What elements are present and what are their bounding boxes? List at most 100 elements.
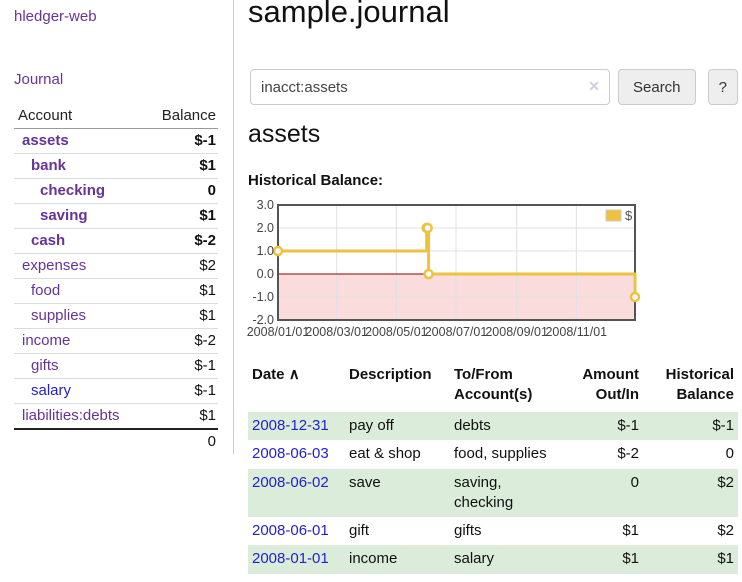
transaction-description: gift (349, 522, 370, 539)
transaction-date-link[interactable]: 2008-12-31 (252, 417, 329, 434)
sidebar: hledger-web Journal Account Balance asse… (0, 0, 233, 582)
account-row: income $-2 (14, 328, 218, 354)
transaction-description: income (349, 550, 398, 568)
account-link[interactable]: income (22, 332, 71, 349)
historical-balance-chart: $3.0 2.0 1.0 0.0 -1.0 -2.0 2008/01/01 2008/03/0… (247, 198, 642, 345)
account-link[interactable]: saving (40, 207, 88, 224)
transaction-balance: 0 (725, 445, 734, 463)
transaction-accounts: debts (454, 417, 491, 434)
svg-text:2008/07/01: 2008/07/01 (425, 325, 488, 339)
svg-text:-2.0: -2.0 (252, 313, 274, 327)
clear-search-icon[interactable]: ✕ (588, 78, 600, 94)
account-row: saving $1 (14, 203, 218, 229)
account-row: assets $-1 (14, 129, 218, 154)
account-balance: $1 (143, 303, 218, 329)
account-link[interactable]: checking (40, 182, 106, 199)
svg-text:2008/05/01: 2008/05/01 (365, 325, 428, 339)
transaction-amount: $1 (622, 550, 639, 568)
transaction-row: 2008-06-02 save saving, checking 0 $2 (248, 468, 738, 517)
accounts-balance-table: Account Balance assets $-1 bank $1 checking 0… (14, 104, 218, 454)
transaction-accounts: food, supplies (454, 445, 547, 463)
search-input[interactable] (250, 69, 610, 105)
sidebar-item-journal[interactable]: Journal (14, 71, 64, 88)
account-row: checking 0 (14, 178, 218, 204)
search-bar: ✕ Search ? (250, 69, 738, 105)
account-balance: $-2 (143, 328, 218, 354)
account-row: cash $-2 (14, 228, 218, 254)
transaction-date-link[interactable]: 2008-06-02 (252, 473, 329, 491)
col-date-label: Date (252, 366, 285, 383)
transaction-row: 2008-12-31 pay off debts $-1 $-1 (248, 412, 738, 441)
help-button[interactable]: ? (707, 69, 738, 105)
account-link[interactable]: cash (31, 232, 66, 249)
sort-ascending-icon: ∧ (288, 366, 300, 383)
transaction-balance: $2 (717, 473, 734, 491)
svg-text:0.0: 0.0 (257, 267, 274, 281)
account-balance: $-1 (143, 353, 218, 379)
transaction-amount: $-2 (617, 445, 639, 463)
accounts-col-balance: Balance (143, 104, 218, 129)
account-row: supplies $1 (14, 303, 218, 329)
svg-text:2.0: 2.0 (257, 221, 274, 235)
transaction-description: eat & shop (349, 445, 421, 463)
account-row: liabilities:debts $1 (14, 403, 218, 429)
accounts-total-row: 0 (14, 428, 218, 454)
transaction-date-link[interactable]: 2008-06-03 (252, 445, 329, 463)
svg-text:2008/03/01: 2008/03/01 (305, 325, 368, 339)
account-balance: $-2 (143, 228, 218, 254)
transaction-balance: $2 (717, 522, 734, 539)
transaction-description: save (349, 473, 381, 491)
svg-text:2008/01/01: 2008/01/01 (247, 325, 310, 339)
app-title-link[interactable]: hledger-web (14, 8, 97, 25)
account-balance: $1 (143, 203, 218, 229)
col-amount: Amount Out/In (582, 366, 639, 403)
data-point (423, 268, 434, 280)
svg-text:1.0: 1.0 (257, 244, 274, 258)
account-link[interactable]: expenses (22, 257, 87, 274)
transaction-amount: $-1 (617, 417, 639, 434)
transaction-date-link[interactable]: 2008-06-01 (252, 522, 329, 539)
transaction-balance: $1 (717, 550, 734, 568)
accounts-col-account: Account (14, 104, 144, 129)
col-accounts: To/From Account(s) (454, 366, 533, 403)
account-row: bank $1 (14, 153, 218, 179)
transaction-date-link[interactable]: 2008-01-01 (252, 550, 329, 568)
search-button[interactable]: Search (618, 69, 696, 105)
data-point (272, 245, 284, 257)
account-balance: $-1 (194, 132, 216, 149)
chart-title: Historical Balance: (248, 172, 384, 189)
data-point (629, 291, 641, 303)
svg-text:2008/09/01: 2008/09/01 (485, 325, 548, 339)
account-link[interactable]: food (31, 282, 61, 299)
account-row: salary $-1 (14, 378, 218, 404)
account-link[interactable]: gifts (31, 357, 59, 374)
col-balance: Historical Balance (665, 366, 734, 403)
account-link[interactable]: assets (22, 132, 69, 149)
legend-swatch (605, 209, 622, 222)
transaction-amount: 0 (630, 473, 639, 491)
account-balance: $2 (143, 253, 218, 279)
page-title: sample.journal (248, 0, 450, 29)
plot-border (277, 204, 636, 321)
transaction-balance: $-1 (712, 417, 734, 434)
col-date[interactable]: Date ∧ (248, 363, 345, 412)
account-link[interactable]: salary (31, 382, 72, 399)
sidebar-divider (233, 0, 234, 454)
account-balance: $1 (143, 278, 218, 304)
data-point (422, 222, 433, 234)
account-link[interactable]: bank (31, 157, 67, 174)
account-row: food $1 (14, 278, 218, 304)
transaction-accounts: gifts (454, 522, 482, 539)
transactions-table: Date ∧ Description To/From Account(s) Am… (248, 363, 738, 574)
transactions-header-row: Date ∧ Description To/From Account(s) Am… (248, 363, 738, 412)
transaction-row: 2008-06-03 eat & shop food, supplies $-2 0 (248, 440, 738, 468)
search-input-wrap: ✕ (250, 69, 610, 105)
account-link[interactable]: liabilities:debts (22, 407, 120, 424)
account-link[interactable]: supplies (31, 307, 87, 324)
transaction-row: 2008-06-01 gift gifts $1 $2 (248, 517, 738, 545)
accounts-total: 0 (143, 428, 218, 454)
account-row: gifts $-1 (14, 353, 218, 379)
transaction-description: pay off (349, 417, 394, 434)
col-description: Description (349, 366, 432, 383)
